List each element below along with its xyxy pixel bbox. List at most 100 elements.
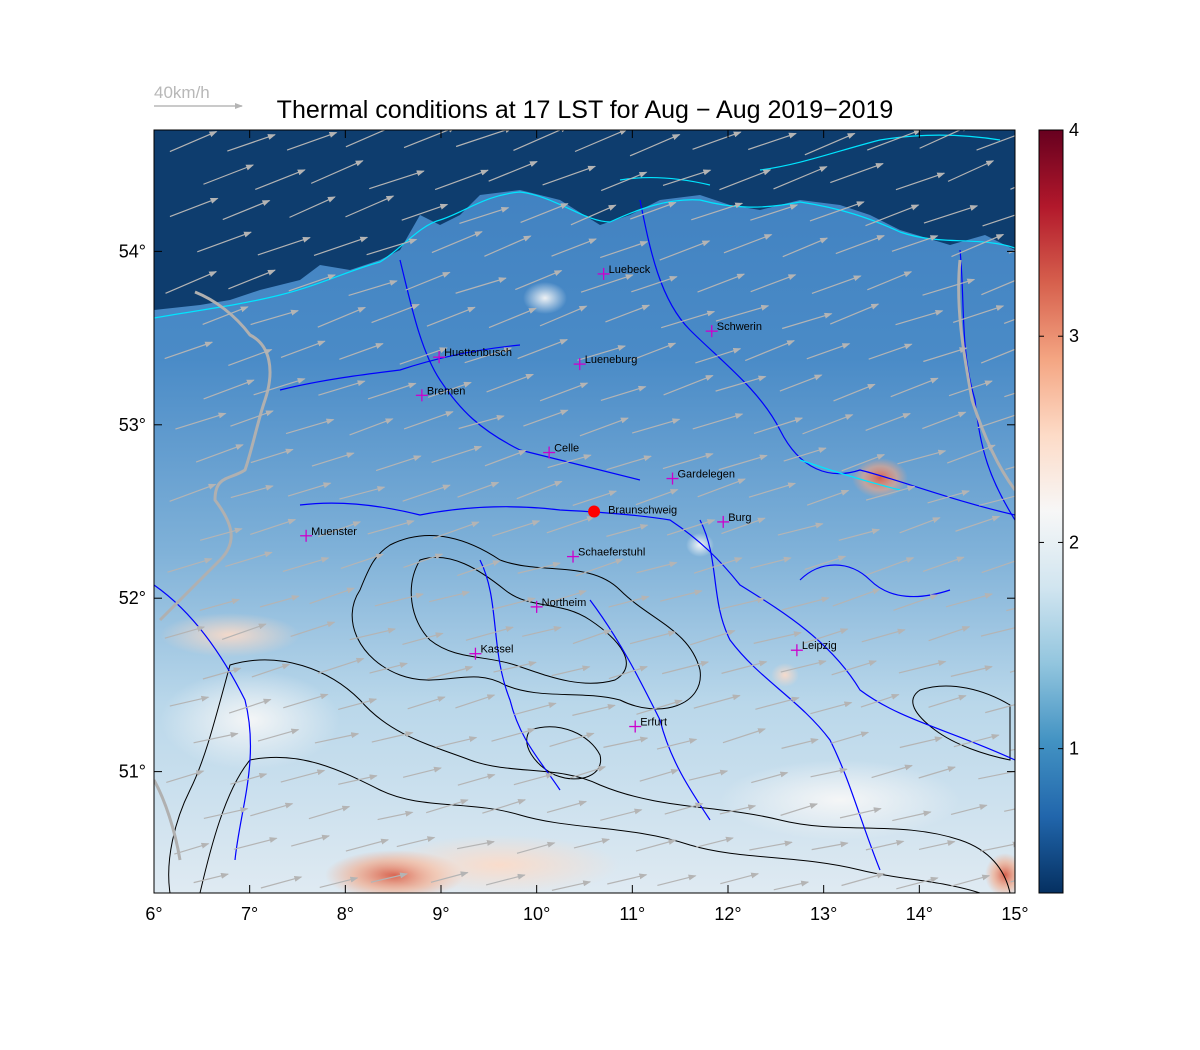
- wind-arrow: [950, 874, 991, 887]
- wind-arrow: [981, 279, 1015, 296]
- wind-arrow: [250, 518, 297, 536]
- wind-arrow: [810, 767, 848, 778]
- wind-arrow: [175, 412, 227, 430]
- wind-arrow: [835, 235, 885, 255]
- wind-arrow: [891, 235, 939, 252]
- wind-arrow: [430, 871, 469, 883]
- wind-arrow: [657, 874, 697, 886]
- wind-arrow: [459, 206, 510, 224]
- city-label: Gardelegen: [678, 469, 736, 481]
- wind-arrow: [405, 271, 451, 291]
- wind-arrow: [539, 382, 589, 402]
- city-burg: Burg: [717, 512, 751, 528]
- wind-arrow: [402, 484, 451, 502]
- wind-arrow: [230, 773, 268, 785]
- wind-arrow: [607, 873, 648, 885]
- wind-arrow: [233, 837, 278, 850]
- wind-arrow: [895, 309, 944, 326]
- wind-arrow: [257, 728, 300, 742]
- wind-arrow: [542, 165, 597, 186]
- wind-arrow: [464, 347, 513, 364]
- wind-arrow: [547, 454, 592, 469]
- wind-arrow: [691, 202, 744, 221]
- wind-arrow: [692, 413, 744, 430]
- wind-arrow: [923, 347, 968, 363]
- city-huettenbusch: Huettenbusch: [433, 347, 512, 364]
- wind-arrow: [403, 411, 454, 430]
- wind-arrow: [282, 557, 330, 573]
- colorbar-tick-label: 3: [1069, 326, 1079, 346]
- wind-arrow: [664, 802, 704, 815]
- wind-arrow: [720, 872, 760, 885]
- wind-arrow: [551, 238, 597, 257]
- wind-arrow: [458, 414, 505, 430]
- wind-arrow: [919, 130, 970, 149]
- wind-arrow: [899, 517, 941, 534]
- city-label: Braunschweig: [608, 505, 677, 517]
- wind-arrow: [577, 345, 627, 361]
- wind-arrow: [345, 130, 397, 148]
- wind-arrow: [569, 766, 607, 779]
- wind-arrow: [841, 453, 886, 472]
- wind-arrow: [349, 418, 394, 436]
- wind-arrow: [662, 169, 712, 186]
- x-tick-label: 15°: [1001, 904, 1028, 924]
- wind-arrow: [867, 271, 913, 291]
- wind-arrow: [831, 660, 878, 676]
- wind-arrow: [308, 805, 351, 820]
- wind-arrow: [455, 130, 514, 148]
- wind-arrows: [164, 130, 1015, 891]
- wind-arrow: [367, 382, 417, 400]
- wind-arrow: [250, 309, 299, 326]
- wind-arrow: [948, 380, 993, 397]
- wind-arrow: [199, 598, 241, 611]
- wind-arrow: [164, 626, 206, 639]
- wind-arrow: [493, 660, 537, 673]
- x-tick-label: 8°: [337, 904, 354, 924]
- colorbar-tick-label: 2: [1069, 532, 1079, 552]
- wind-arrow: [227, 134, 276, 152]
- wind-arrow: [1003, 318, 1015, 325]
- wind-arrow: [832, 588, 881, 607]
- wind-arrow: [370, 872, 409, 883]
- wind-arrow: [755, 696, 800, 710]
- x-tick-label: 11°: [619, 904, 645, 924]
- city-leipzig: Leipzig: [790, 640, 837, 657]
- wind-arrow: [431, 231, 483, 254]
- wind-arrow: [783, 447, 827, 462]
- wind-arrow: [484, 235, 532, 257]
- wind-arrow: [539, 305, 588, 327]
- wind-arrow: [692, 131, 742, 150]
- wind-arrow: [549, 732, 595, 748]
- wind-arrow: [777, 522, 824, 536]
- wind-arrow: [893, 594, 939, 611]
- wind-arrow: [573, 838, 611, 849]
- wind-arrow: [169, 695, 210, 707]
- wind-arrow: [603, 736, 649, 748]
- x-tick-label: 6°: [145, 904, 162, 924]
- wind-arrow: [928, 694, 967, 708]
- wind-arrow: [285, 418, 335, 435]
- x-tick-label: 7°: [241, 904, 258, 924]
- wind-arrow: [831, 731, 870, 744]
- wind-arrow: [403, 553, 444, 568]
- x-tick-label: 13°: [810, 904, 837, 924]
- wind-arrow: [953, 733, 1000, 748]
- wind-arrow: [396, 836, 436, 848]
- wind-arrow: [605, 304, 651, 323]
- wind-arrow: [517, 339, 569, 360]
- wind-arrow: [950, 665, 993, 677]
- wind-arrow: [257, 236, 311, 256]
- wind-arrow: [369, 662, 408, 674]
- wind-arrow: [486, 373, 535, 393]
- wind-arrow: [779, 374, 823, 392]
- x-tick-label: 10°: [523, 904, 550, 924]
- city-label: Bremen: [427, 385, 466, 397]
- wind-arrow: [636, 699, 683, 715]
- wind-arrow: [782, 312, 833, 330]
- wind-arrow: [928, 626, 971, 642]
- wind-arrow: [890, 377, 939, 398]
- wind-arrow: [867, 130, 922, 151]
- wind-arrow: [427, 665, 474, 680]
- wind-arrow: [522, 625, 562, 637]
